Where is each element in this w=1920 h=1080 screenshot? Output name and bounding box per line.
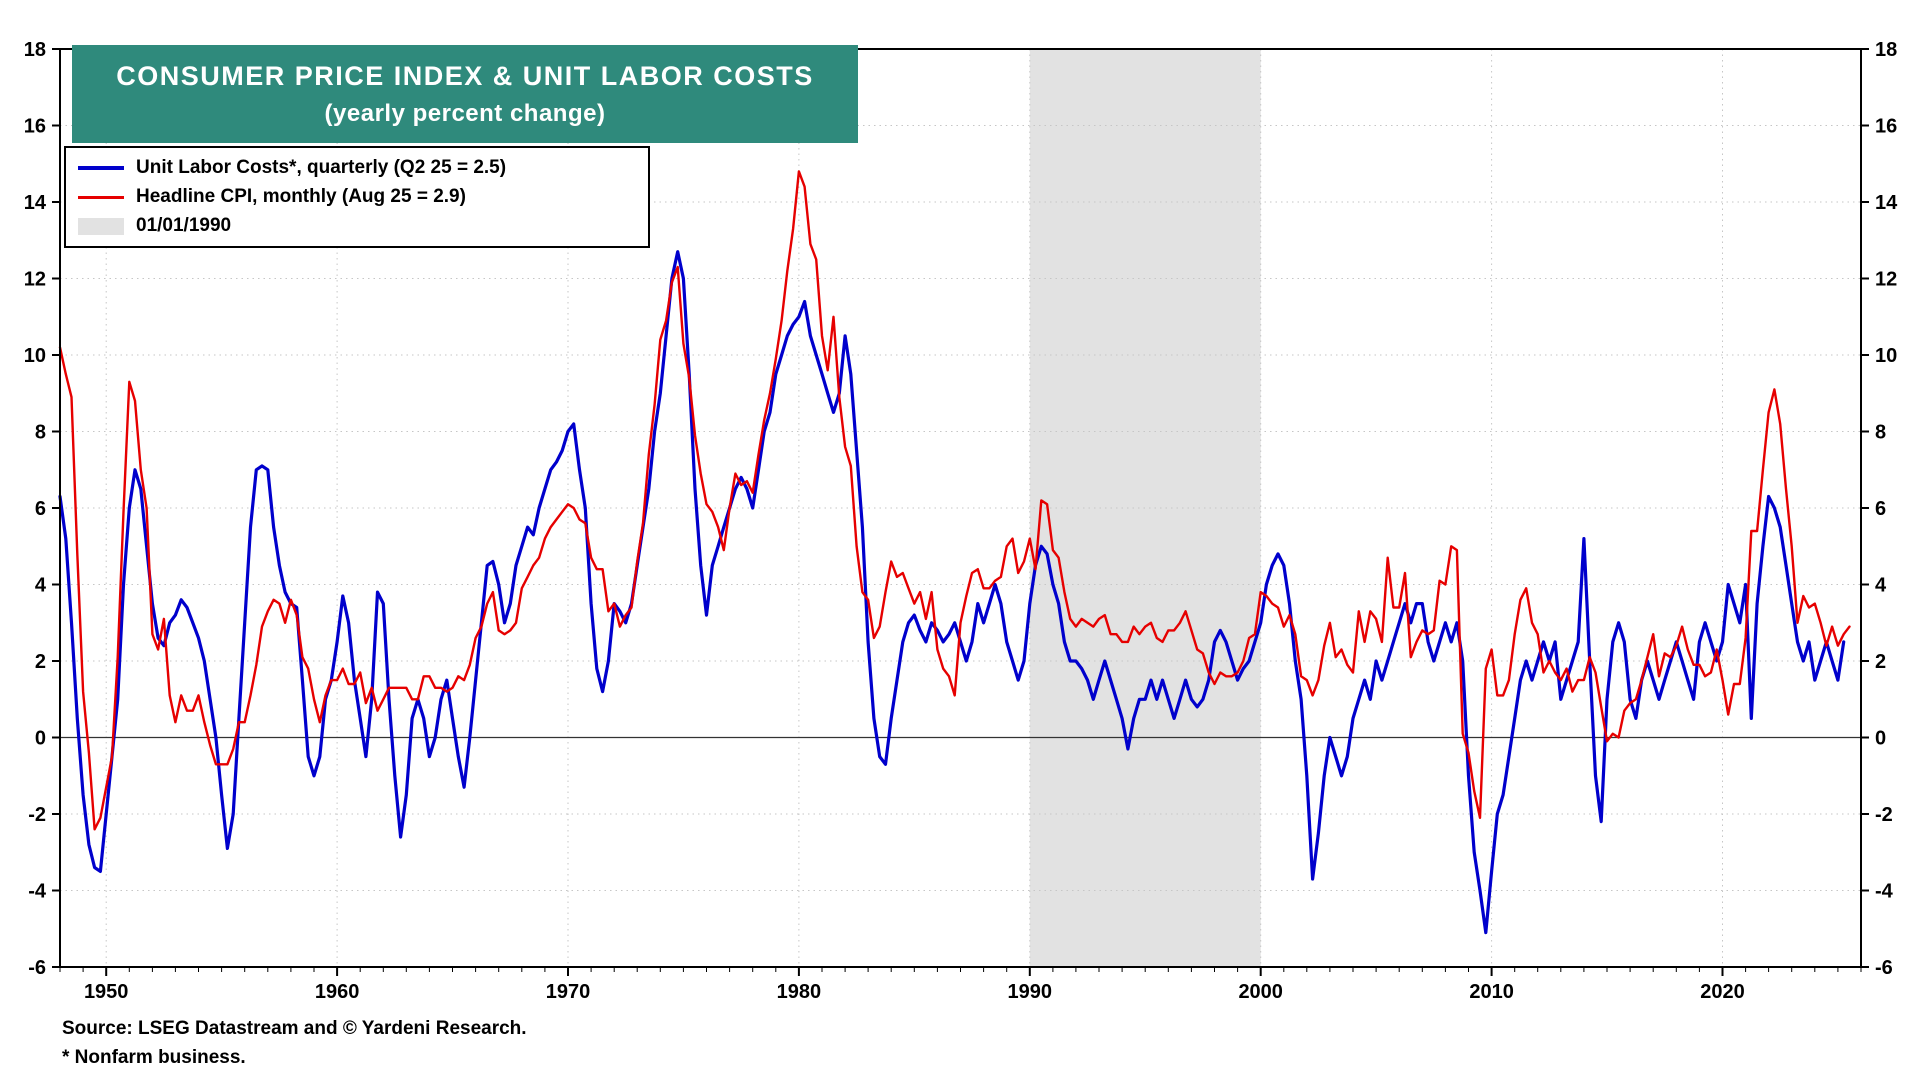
svg-text:-2: -2: [28, 804, 46, 826]
svg-text:4: 4: [1875, 575, 1887, 597]
legend-label-cpi: Headline CPI, monthly (Aug 25 = 2.9): [136, 186, 466, 207]
legend: Unit Labor Costs*, quarterly (Q2 25 = 2.…: [64, 146, 650, 248]
svg-text:6: 6: [1875, 498, 1886, 520]
chart-title: CONSUMER PRICE INDEX & UNIT LABOR COSTS: [116, 60, 814, 91]
svg-text:0: 0: [1875, 728, 1886, 750]
svg-text:-6: -6: [1875, 957, 1893, 979]
svg-text:16: 16: [24, 116, 46, 138]
svg-text:-4: -4: [1875, 881, 1894, 903]
svg-text:6: 6: [35, 498, 46, 520]
svg-text:2000: 2000: [1238, 981, 1283, 1003]
chart-title-box: CONSUMER PRICE INDEX & UNIT LABOR COSTS …: [72, 45, 858, 143]
svg-text:1980: 1980: [777, 981, 822, 1003]
svg-text:12: 12: [1875, 269, 1897, 291]
svg-text:0: 0: [35, 728, 46, 750]
chart-subtitle: (yearly percent change): [324, 99, 606, 127]
svg-text:8: 8: [1875, 422, 1886, 444]
legend-label-shading: 01/01/1990: [136, 215, 232, 236]
svg-text:16: 16: [1875, 116, 1897, 138]
ulc-line-swatch-icon: [78, 166, 124, 170]
footnote-text: * Nonfarm business.: [62, 1047, 246, 1068]
legend-label-ulc: Unit Labor Costs*, quarterly (Q2 25 = 2.…: [136, 157, 507, 178]
svg-text:2: 2: [1875, 651, 1886, 673]
shaded-region: [1029, 49, 1261, 967]
legend-row-ulc: Unit Labor Costs*, quarterly (Q2 25 = 2.…: [78, 156, 638, 180]
svg-text:1960: 1960: [315, 981, 360, 1003]
svg-text:8: 8: [35, 422, 46, 444]
svg-text:2: 2: [35, 651, 46, 673]
svg-text:2010: 2010: [1469, 981, 1514, 1003]
plot-frame: [59, 48, 1862, 968]
svg-text:10: 10: [24, 345, 46, 367]
svg-text:10: 10: [1875, 345, 1897, 367]
svg-text:1990: 1990: [1008, 981, 1053, 1003]
cpi-line-swatch-icon: [78, 195, 124, 199]
legend-row-shading: 01/01/1990: [78, 214, 638, 238]
legend-row-cpi: Headline CPI, monthly (Aug 25 = 2.9): [78, 185, 638, 209]
svg-text:14: 14: [24, 192, 47, 214]
svg-text:-2: -2: [1875, 804, 1893, 826]
series-line-ulc: [58, 250, 1846, 935]
svg-text:14: 14: [1875, 192, 1898, 214]
svg-text:1970: 1970: [546, 981, 591, 1003]
svg-text:4: 4: [35, 575, 47, 597]
svg-text:12: 12: [24, 269, 46, 291]
svg-text:18: 18: [1875, 39, 1897, 61]
svg-text:2020: 2020: [1700, 981, 1745, 1003]
svg-text:1950: 1950: [84, 981, 129, 1003]
svg-text:-6: -6: [28, 957, 46, 979]
source-text: Source: LSEG Datastream and © Yardeni Re…: [62, 1018, 527, 1039]
series-line-cpi: [58, 170, 1851, 831]
svg-text:18: 18: [24, 39, 46, 61]
shaded-region-swatch-icon: [78, 217, 124, 235]
svg-text:-4: -4: [28, 881, 47, 903]
